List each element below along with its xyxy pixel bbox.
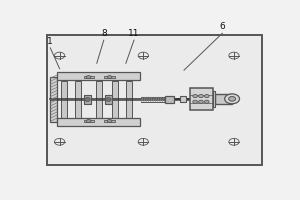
Bar bbox=[165, 96, 174, 103]
Bar bbox=[83, 76, 94, 78]
Bar bbox=[84, 95, 91, 104]
Text: 6: 6 bbox=[220, 22, 225, 31]
Circle shape bbox=[204, 100, 209, 103]
Text: 11: 11 bbox=[128, 29, 140, 38]
Bar bbox=[213, 91, 215, 107]
Circle shape bbox=[193, 100, 197, 103]
Text: 1: 1 bbox=[47, 37, 53, 46]
Circle shape bbox=[106, 98, 111, 101]
Bar bbox=[181, 96, 186, 102]
Bar bbox=[83, 120, 94, 122]
Circle shape bbox=[85, 98, 90, 101]
Bar bbox=[126, 81, 132, 118]
Circle shape bbox=[107, 76, 112, 79]
Circle shape bbox=[193, 95, 197, 98]
Bar bbox=[75, 81, 81, 118]
Bar bbox=[190, 88, 213, 110]
Bar bbox=[57, 72, 140, 80]
Bar bbox=[215, 94, 232, 104]
Bar bbox=[96, 81, 102, 118]
Circle shape bbox=[199, 95, 203, 98]
Text: 8: 8 bbox=[101, 29, 106, 38]
Circle shape bbox=[107, 119, 112, 123]
Bar bbox=[61, 81, 67, 118]
Circle shape bbox=[225, 94, 239, 104]
Bar bbox=[57, 118, 140, 126]
Bar bbox=[47, 35, 262, 165]
Circle shape bbox=[86, 76, 91, 79]
Bar bbox=[112, 81, 118, 118]
Circle shape bbox=[229, 97, 236, 101]
Bar bbox=[104, 120, 115, 122]
Bar bbox=[105, 95, 112, 104]
Bar bbox=[50, 77, 57, 122]
Bar bbox=[104, 76, 115, 78]
Circle shape bbox=[204, 95, 209, 98]
Circle shape bbox=[199, 100, 203, 103]
Circle shape bbox=[86, 119, 91, 123]
